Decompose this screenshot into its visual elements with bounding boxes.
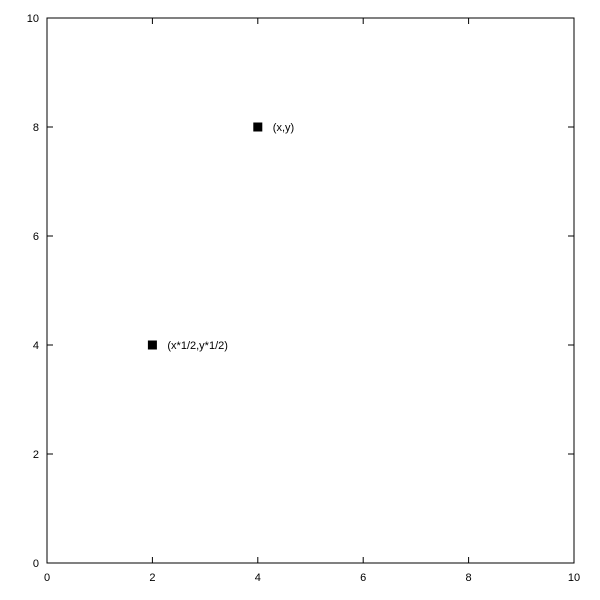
data-point-marker xyxy=(253,122,263,132)
data-point-marker xyxy=(147,340,157,350)
x-tick-label: 10 xyxy=(568,572,580,584)
y-tick-label: 8 xyxy=(33,122,39,134)
x-tick-label: 2 xyxy=(149,572,155,584)
y-tick-label: 0 xyxy=(33,558,39,570)
plot-frame xyxy=(46,17,575,564)
y-tick-label: 4 xyxy=(33,340,39,352)
x-tick-label: 4 xyxy=(255,572,261,584)
x-axis: 0 2 4 6 8 10 xyxy=(44,18,580,584)
y-tick-label: 10 xyxy=(27,13,39,25)
y-axis: 0 2 4 6 8 10 xyxy=(27,13,574,570)
data-point-label: (x*1/2,y*1/2) xyxy=(167,340,228,352)
x-tick-label: 6 xyxy=(360,572,366,584)
y-tick-label: 2 xyxy=(33,449,39,461)
x-tick-label: 8 xyxy=(466,572,472,584)
x-tick-label: 0 xyxy=(44,572,50,584)
data-points: (x,y) (x*1/2,y*1/2) xyxy=(147,122,294,352)
data-point-label: (x,y) xyxy=(273,122,294,134)
y-tick-label: 6 xyxy=(33,231,39,243)
